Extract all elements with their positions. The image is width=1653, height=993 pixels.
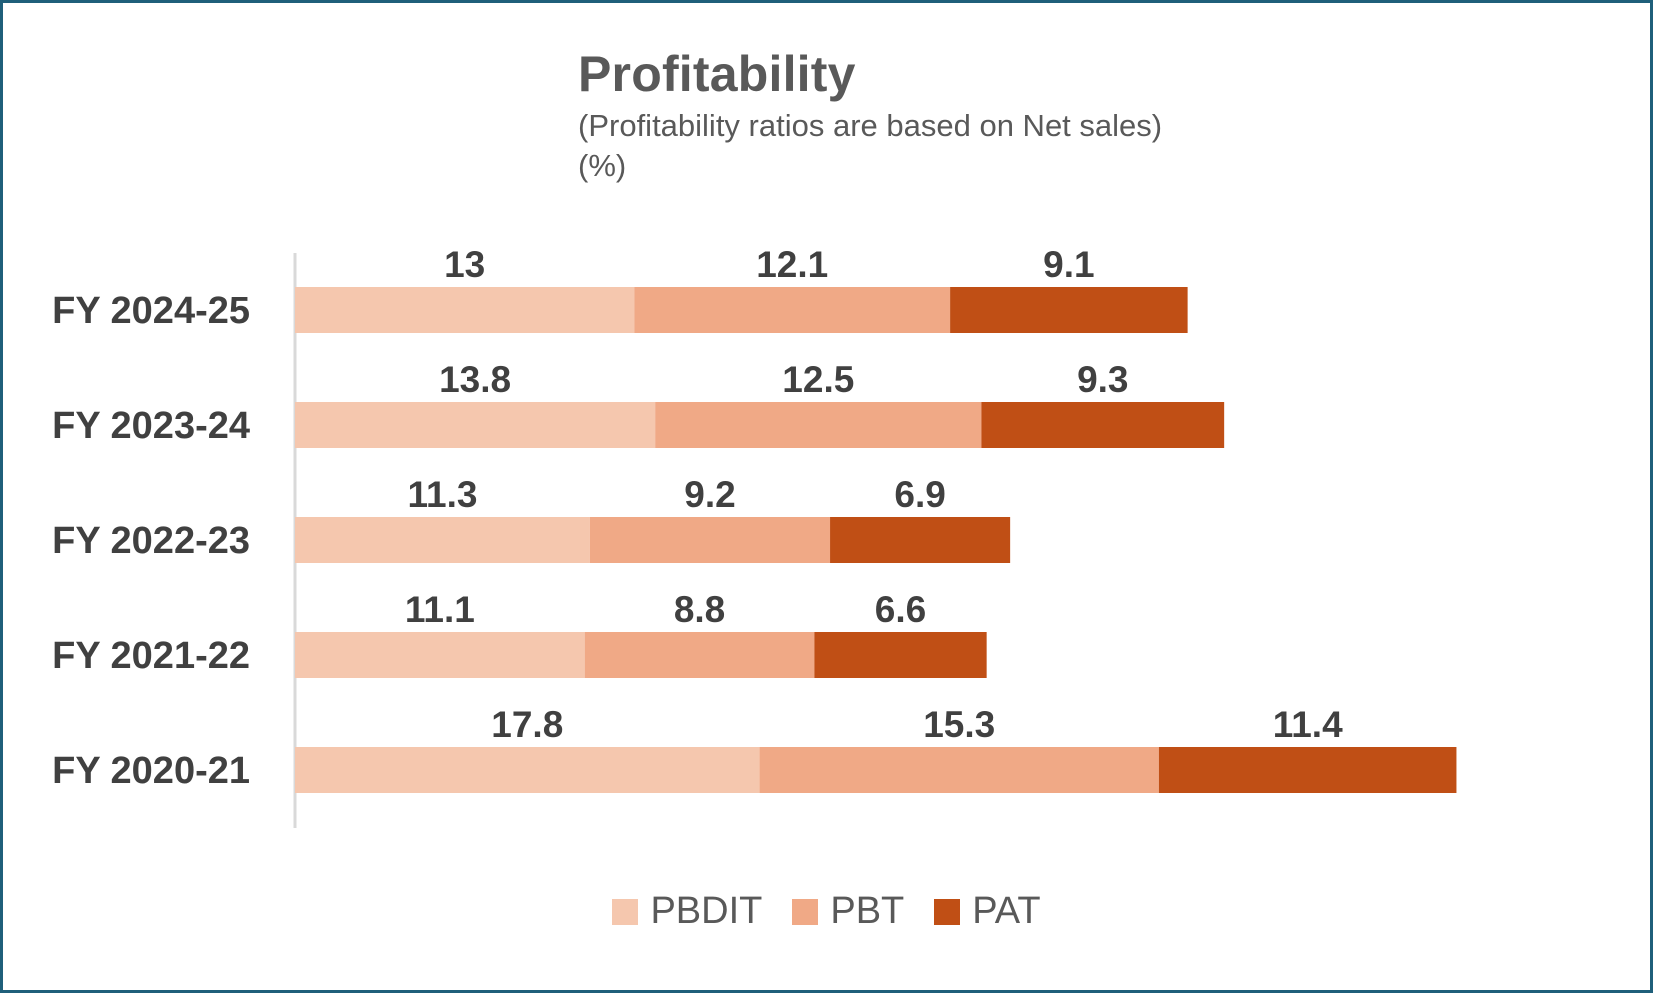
legend-swatch [792,898,819,925]
data-label-pbdit: 17.8 [491,704,563,745]
legend-label: PAT [972,890,1041,932]
chart-subtitle: (Profitability ratios are based on Net s… [578,108,1163,143]
data-label-pbdit: 13.8 [439,359,511,400]
bar-pat [814,632,987,678]
legend-item-pbt: PBT [792,890,904,933]
bar-pbdit [295,747,760,793]
bar-pbt [759,747,1159,793]
data-label-pbt: 15.3 [923,704,995,745]
bar-pat [950,287,1188,333]
bar-pbdit [295,517,590,563]
legend-swatch [934,898,961,925]
data-label-pbt: 8.8 [674,589,725,630]
legend-swatch [612,898,639,925]
chart-title: Profitability [578,46,856,102]
legend-label: PBT [830,890,905,932]
category-label: FY 2022-23 [52,520,250,562]
bar-pbt [589,517,831,563]
category-label: FY 2024-25 [52,290,250,332]
legend-label: PBDIT [650,890,763,932]
data-label-pat: 9.3 [1077,359,1128,400]
legend-item-pat: PAT [934,890,1041,933]
data-label-pbt: 12.1 [756,244,828,285]
bar-pat [981,402,1225,448]
bar-pbdit [295,632,585,678]
bar-pbt [634,287,951,333]
bar-pbdit [295,402,656,448]
category-label: FY 2021-22 [52,635,250,677]
data-label-pbdit: 11.1 [405,589,475,630]
chart-unit: (%) [578,148,627,183]
category-label: FY 2020-21 [52,750,250,792]
bar-pbdit [295,287,635,333]
data-label-pat: 6.9 [894,474,945,515]
category-label: FY 2023-24 [52,405,250,447]
data-label-pbt: 12.5 [782,359,854,400]
legend-item-pbdit: PBDIT [612,890,762,933]
chart-legend: PBDIT PBT PAT [0,890,1653,933]
data-label-pat: 11.4 [1273,704,1343,745]
data-label-pbt: 9.2 [684,474,735,515]
bar-pbt [584,632,815,678]
bar-pat [830,517,1011,563]
bar-pat [1158,747,1457,793]
title-block: Profitability (Profitability ratios are … [578,44,1162,186]
data-label-pbdit: 11.3 [407,474,477,515]
data-label-pat: 6.6 [875,589,926,630]
data-label-pat: 9.1 [1043,244,1094,285]
data-label-pbdit: 13 [444,244,485,285]
bar-pbt [655,402,982,448]
